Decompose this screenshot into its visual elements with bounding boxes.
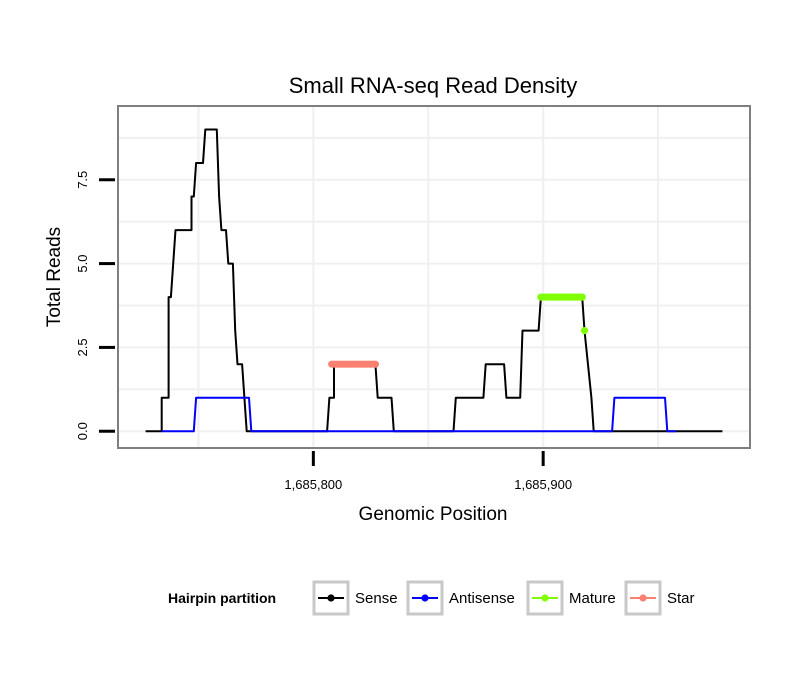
- series-layer: [145, 128, 723, 433]
- legend-key-point-mature: [541, 594, 549, 602]
- x-tick-label: 1,685,900: [514, 477, 572, 492]
- y-tick-label: 0.0: [75, 422, 90, 440]
- series-point-mature: [578, 293, 586, 301]
- y-tick-label: 7.5: [75, 171, 90, 189]
- legend-label-star: Star: [667, 590, 695, 607]
- legend-label-mature: Mature: [569, 590, 616, 607]
- x-axis: 1,685,800 1,685,900: [284, 451, 572, 492]
- legend-title: Hairpin partition: [168, 590, 276, 606]
- x-tick-label: 1,685,800: [284, 477, 342, 492]
- series-line-antisense: [161, 396, 677, 433]
- chart-title: Small RNA-seq Read Density: [289, 73, 578, 98]
- y-tick-label: 5.0: [75, 255, 90, 273]
- series-point-mature: [580, 327, 589, 335]
- x-axis-title: Genomic Position: [359, 504, 508, 525]
- legend-label-sense: Sense: [355, 590, 398, 607]
- plot-border: [117, 105, 751, 449]
- legend-key-point-antisense: [421, 594, 429, 602]
- series-point-star: [371, 360, 379, 368]
- y-tick-label: 2.5: [75, 338, 90, 356]
- legend-label-antisense: Antisense: [449, 590, 515, 607]
- legend-key-point-star: [639, 594, 647, 602]
- y-axis-title: Total Reads: [44, 227, 65, 327]
- plot-area: [118, 106, 750, 448]
- y-axis: 0.0 2.5 5.0 7.5: [75, 171, 115, 440]
- legend-key-point-sense: [327, 594, 335, 602]
- legend: Hairpin partition Sense Antisense Mature St…: [168, 580, 695, 616]
